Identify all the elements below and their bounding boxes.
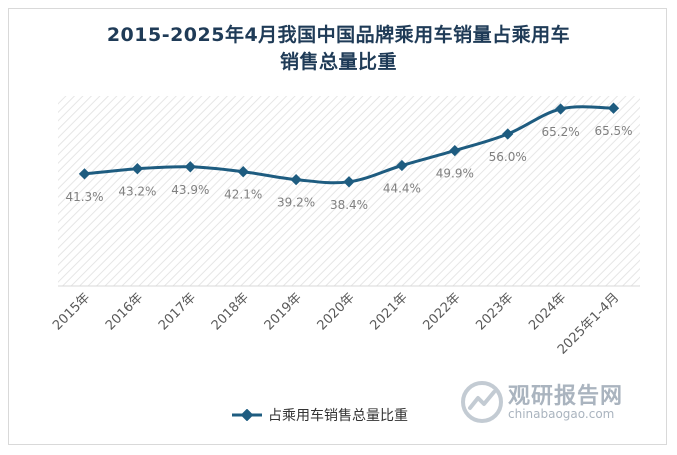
watermark-logo-icon bbox=[461, 381, 503, 423]
data-label: 38.4% bbox=[330, 198, 368, 212]
watermark-cn-text: 观研报告网 bbox=[508, 384, 624, 409]
data-label: 41.3% bbox=[65, 190, 103, 204]
chart-title-line-1: 2015-2025年4月我国中国品牌乘用车销量占乘用车 bbox=[106, 24, 571, 46]
x-tick-label: 2017年 bbox=[156, 290, 199, 333]
data-label: 43.9% bbox=[171, 183, 209, 197]
data-label: 43.2% bbox=[118, 185, 156, 199]
data-point bbox=[184, 161, 196, 173]
x-tick-label: 2018年 bbox=[209, 290, 252, 333]
data-label: 39.2% bbox=[277, 196, 315, 210]
watermark-en-text: chinabaogao.com bbox=[508, 407, 615, 421]
data-point bbox=[449, 144, 461, 157]
x-tick-label: 2020年 bbox=[315, 290, 358, 333]
data-point bbox=[396, 159, 408, 172]
legend-label: 占乘用车销售总量比重 bbox=[268, 408, 408, 424]
data-label: 65.2% bbox=[542, 125, 580, 139]
data-label: 65.5% bbox=[594, 124, 632, 138]
data-point bbox=[290, 173, 302, 186]
data-point bbox=[237, 166, 249, 178]
x-tick-label: 2016年 bbox=[103, 290, 146, 333]
plot-area bbox=[58, 96, 640, 286]
data-point bbox=[502, 128, 514, 140]
x-tick-label: 2023年 bbox=[473, 290, 516, 333]
data-point bbox=[131, 163, 144, 175]
x-tick-label: 2015年 bbox=[50, 290, 93, 333]
chart-title-line-2: 销售总量比重 bbox=[279, 51, 397, 73]
legend: 占乘用车销售总量比重 bbox=[232, 405, 408, 425]
data-label: 56.0% bbox=[489, 150, 527, 164]
legend-marker-icon bbox=[232, 409, 262, 421]
x-tick-label: 2019年 bbox=[262, 290, 305, 333]
data-label: 44.4% bbox=[383, 182, 421, 196]
chart-title: 2015-2025年4月我国中国品牌乘用车销量占乘用车 销售总量比重 bbox=[0, 22, 677, 76]
x-tick-label: 2024年 bbox=[526, 290, 569, 333]
data-label: 42.1% bbox=[224, 188, 262, 202]
x-tick-label: 2021年 bbox=[368, 290, 411, 333]
data-point bbox=[343, 176, 355, 188]
data-label: 49.9% bbox=[436, 167, 474, 181]
watermark: 观研报告网 chinabaogao.com bbox=[460, 378, 635, 428]
x-tick-label: 2022年 bbox=[420, 290, 463, 333]
